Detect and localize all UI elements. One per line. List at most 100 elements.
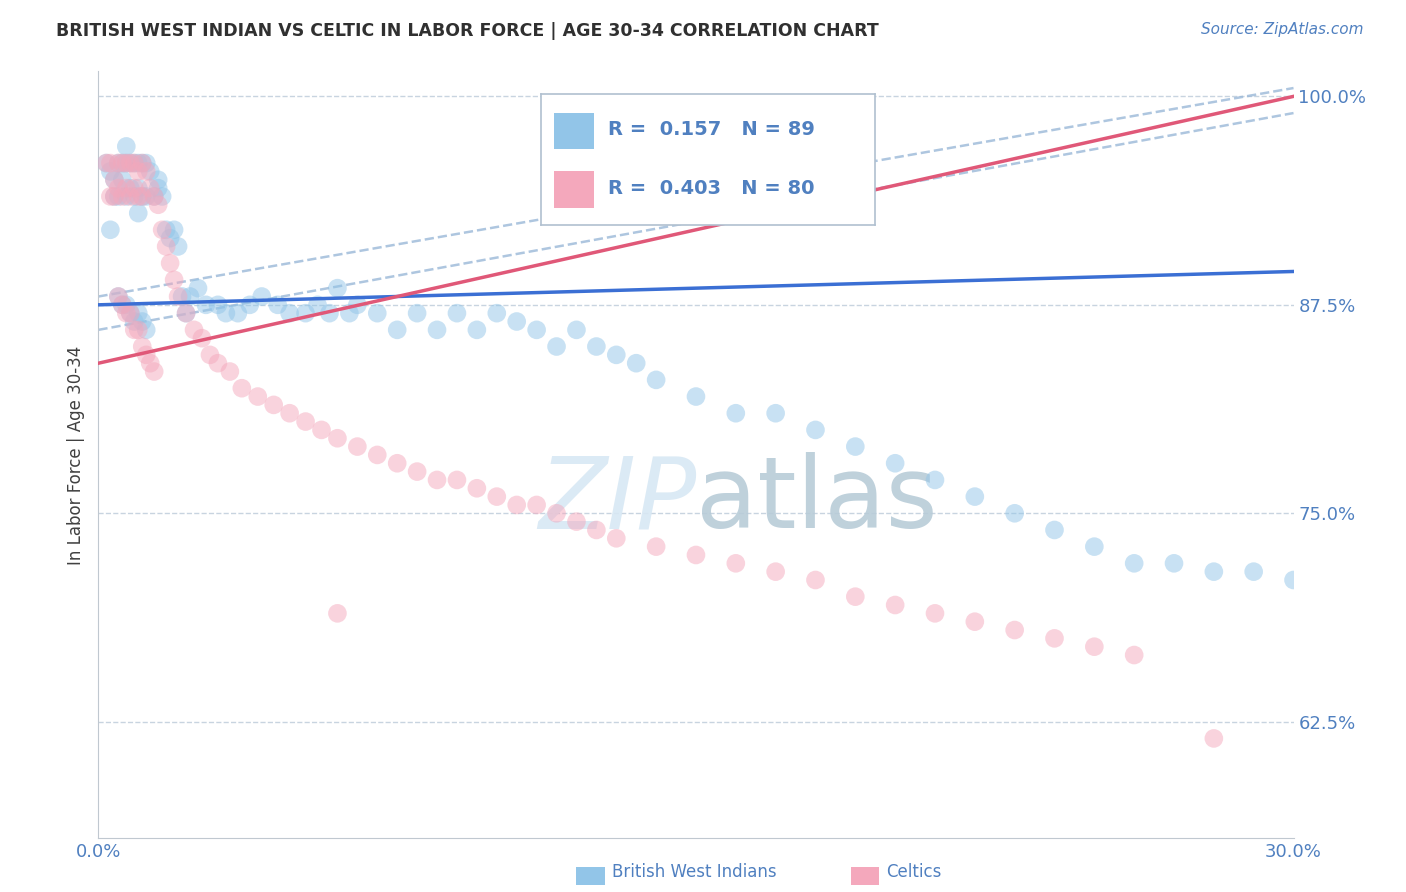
Point	[346, 298, 368, 312]
Point	[226, 306, 249, 320]
Point	[135, 156, 157, 170]
Point	[278, 406, 301, 420]
Point	[765, 565, 787, 579]
Point	[139, 181, 162, 195]
Point	[191, 331, 214, 345]
Point	[135, 189, 157, 203]
Point	[406, 306, 429, 320]
Point	[346, 440, 368, 454]
Point	[98, 156, 122, 170]
Point	[120, 156, 142, 170]
Point	[326, 431, 349, 445]
Point	[215, 306, 238, 320]
Point	[446, 306, 468, 320]
Point	[115, 156, 138, 170]
Point	[311, 423, 333, 437]
Point	[605, 531, 627, 545]
Point	[366, 306, 388, 320]
Point	[98, 223, 122, 237]
Point	[120, 156, 142, 170]
Point	[111, 156, 134, 170]
Point	[111, 189, 134, 203]
Point	[1004, 623, 1026, 637]
Point	[1282, 573, 1305, 587]
Y-axis label: In Labor Force | Age 30-34: In Labor Force | Age 30-34	[66, 345, 84, 565]
Point	[96, 156, 118, 170]
Point	[124, 323, 146, 337]
Point	[98, 164, 122, 178]
Point	[124, 181, 146, 195]
Point	[318, 306, 340, 320]
Point	[131, 339, 153, 353]
Point	[115, 306, 138, 320]
Point	[163, 223, 186, 237]
Point	[107, 289, 129, 303]
Point	[131, 189, 153, 203]
Point	[426, 473, 449, 487]
Point	[278, 306, 301, 320]
Point	[120, 306, 142, 320]
Point	[1123, 557, 1146, 571]
Point	[167, 239, 190, 253]
Point	[884, 598, 907, 612]
Point	[804, 573, 827, 587]
Point	[605, 348, 627, 362]
Point	[1083, 540, 1105, 554]
Point	[1243, 565, 1265, 579]
Text: ZIP: ZIP	[537, 452, 696, 549]
Point	[844, 590, 866, 604]
Point	[1123, 648, 1146, 662]
Point	[148, 181, 170, 195]
Point	[1004, 506, 1026, 520]
Point	[1083, 640, 1105, 654]
Point	[585, 339, 607, 353]
Point	[485, 306, 508, 320]
Text: British West Indians: British West Indians	[612, 863, 776, 881]
Point	[724, 557, 747, 571]
Point	[174, 306, 197, 320]
Point	[131, 189, 153, 203]
Point	[685, 548, 707, 562]
Point	[963, 615, 986, 629]
Point	[124, 156, 146, 170]
Point	[195, 298, 218, 312]
Point	[645, 373, 668, 387]
Point	[446, 473, 468, 487]
Point	[804, 423, 827, 437]
Point	[465, 481, 488, 495]
Point	[1043, 632, 1066, 646]
Point	[127, 181, 149, 195]
Point	[103, 173, 125, 187]
Point	[107, 156, 129, 170]
Point	[1043, 523, 1066, 537]
Point	[107, 181, 129, 195]
Point	[307, 298, 329, 312]
Point	[174, 306, 197, 320]
Point	[884, 456, 907, 470]
Point	[131, 156, 153, 170]
Point	[239, 298, 262, 312]
Point	[98, 189, 122, 203]
Point	[115, 139, 138, 153]
Point	[565, 515, 588, 529]
Point	[546, 506, 568, 520]
Point	[426, 323, 449, 337]
Point	[103, 189, 125, 203]
Point	[339, 306, 361, 320]
Point	[120, 181, 142, 195]
Point	[127, 323, 149, 337]
Point	[406, 465, 429, 479]
Point	[124, 156, 146, 170]
Point	[148, 173, 170, 187]
Point	[685, 390, 707, 404]
Point	[219, 365, 242, 379]
Point	[124, 314, 146, 328]
Point	[263, 398, 285, 412]
Point	[294, 415, 316, 429]
Point	[150, 223, 173, 237]
Point	[139, 164, 162, 178]
Point	[172, 289, 194, 303]
Point	[131, 314, 153, 328]
Point	[179, 289, 201, 303]
Point	[120, 306, 142, 320]
